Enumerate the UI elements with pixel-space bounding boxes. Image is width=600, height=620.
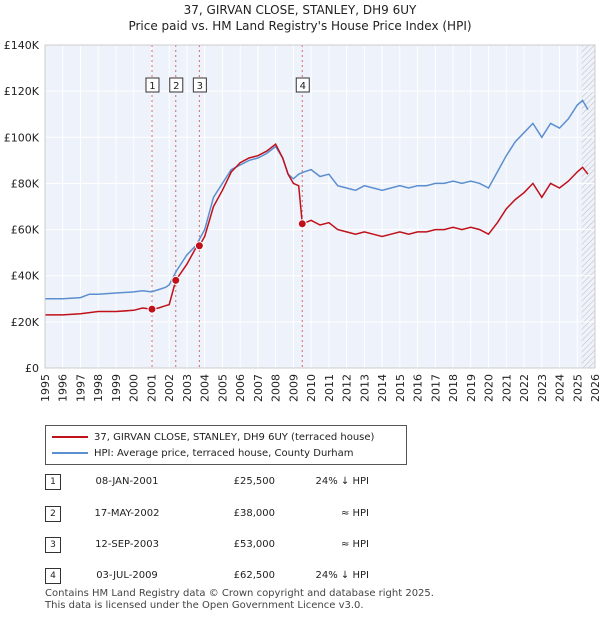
footer-attribution: Contains HM Land Registry data © Crown c… <box>45 588 434 612</box>
sale-point <box>297 219 307 229</box>
chart-title: 37, GIRVAN CLOSE, STANLEY, DH9 6UY <box>183 3 417 17</box>
x-tick-label: 2017 <box>429 374 442 402</box>
x-tick-label: 2003 <box>181 374 194 402</box>
x-tick-label: 2021 <box>500 374 513 402</box>
x-tick-label: 2022 <box>518 374 531 402</box>
x-tick-label: 2004 <box>199 374 212 402</box>
sale-label-number: 2 <box>173 81 179 92</box>
x-tick-label: 2006 <box>234 374 247 402</box>
legend-label-hpi: HPI: Average price, terraced house, Coun… <box>94 447 354 459</box>
y-tick-label: £100K <box>4 131 40 144</box>
sale-label-box <box>145 77 160 93</box>
sale-hpi-comparison: ≈ HPI <box>340 508 369 519</box>
sale-label-number: 3 <box>197 81 203 92</box>
sale-point <box>194 241 204 251</box>
sale-point <box>147 304 157 314</box>
legend-swatch-property <box>52 436 88 438</box>
legend-label-property: 37, GIRVAN CLOSE, STANLEY, DH9 6UY (terr… <box>94 431 375 443</box>
x-tick-label: 2018 <box>447 374 460 402</box>
legend-item-property: 37, GIRVAN CLOSE, STANLEY, DH9 6UY (terr… <box>52 429 374 445</box>
sale-price: £38,000 <box>233 508 275 519</box>
sale-price: £62,500 <box>233 570 275 581</box>
sale-hpi-comparison: 24% ↓ HPI <box>315 476 369 487</box>
x-tick-label: 2009 <box>287 374 300 402</box>
x-tick-label: 2013 <box>358 374 371 402</box>
sale-label-box <box>295 77 310 93</box>
sale-row: 4 03-JUL-2009 £62,500 24% ↓ HPI <box>45 568 385 584</box>
sale-hpi-comparison: 24% ↓ HPI <box>315 570 369 581</box>
x-tick-label: 2005 <box>216 374 229 402</box>
legend-swatch-hpi <box>52 452 88 454</box>
y-tick-label: £40K <box>11 270 40 283</box>
y-tick-label: £120K <box>4 85 40 98</box>
chart-subtitle: Price paid vs. HM Land Registry's House … <box>128 19 472 33</box>
x-tick-label: 2026 <box>589 374 600 402</box>
sale-price: £53,000 <box>233 539 275 550</box>
footer-line-2: This data is licensed under the Open Gov… <box>45 600 364 611</box>
x-tick-label: 1996 <box>57 374 70 402</box>
y-tick-label: £20K <box>11 316 40 329</box>
sale-label-box <box>169 77 184 93</box>
x-tick-label: 2011 <box>323 374 336 402</box>
x-tick-label: 2025 <box>571 374 584 402</box>
x-tick-label: 2000 <box>128 374 141 402</box>
y-tick-label: £140K <box>4 39 40 52</box>
y-tick-label: £80K <box>11 177 40 190</box>
sale-marker-badge: 4 <box>45 568 61 584</box>
sale-label-box <box>192 77 207 93</box>
sale-marker-badge: 2 <box>45 506 61 522</box>
sale-label-number: 4 <box>300 81 306 92</box>
property-series-line <box>45 143 589 316</box>
y-tick-label: £0 <box>25 362 39 375</box>
sale-marker-badge: 1 <box>45 474 61 490</box>
x-tick-label: 1998 <box>92 374 105 402</box>
sale-row: 1 08-JAN-2001 £25,500 24% ↓ HPI <box>45 474 385 490</box>
x-tick-label: 2016 <box>412 374 425 402</box>
y-tick-label: £60K <box>11 224 40 237</box>
legend-item-hpi: HPI: Average price, terraced house, Coun… <box>52 445 353 461</box>
x-tick-label: 1999 <box>110 374 123 402</box>
sale-date: 17-MAY-2002 <box>94 508 160 519</box>
sale-row: 3 12-SEP-2003 £53,000 ≈ HPI <box>45 537 385 553</box>
legend: 37, GIRVAN CLOSE, STANLEY, DH9 6UY (terr… <box>45 425 407 465</box>
x-tick-label: 2023 <box>536 374 549 402</box>
x-tick-label: 1995 <box>39 374 52 402</box>
x-tick-label: 2008 <box>270 374 283 402</box>
sale-date: 12-SEP-2003 <box>95 539 159 550</box>
sale-marker-badge: 3 <box>45 537 61 553</box>
forecast-region <box>581 45 595 368</box>
x-tick-label: 2019 <box>465 374 478 402</box>
sale-point <box>171 275 181 285</box>
sale-label-number: 1 <box>149 81 155 92</box>
price-chart: £0 £20K £40K £60K £80K £100K £120K £140K 1995 199… <box>4 39 600 402</box>
x-tick-label: 2015 <box>394 374 407 402</box>
x-tick-label: 2002 <box>163 374 176 402</box>
plot-frame <box>44 44 596 369</box>
x-tick-label: 2020 <box>483 374 496 402</box>
sale-row: 2 17-MAY-2002 £38,000 ≈ HPI <box>45 506 385 522</box>
x-tick-label: 2014 <box>376 374 389 402</box>
x-tick-label: 1997 <box>74 374 87 402</box>
x-tick-label: 2024 <box>554 374 567 402</box>
footer-line-1: Contains HM Land Registry data © Crown c… <box>45 588 434 599</box>
x-tick-label: 2001 <box>145 374 158 402</box>
plot-area <box>45 45 595 368</box>
sale-price: £25,500 <box>233 476 275 487</box>
sale-date: 08-JAN-2001 <box>95 476 159 487</box>
sale-date: 03-JUL-2009 <box>96 570 158 581</box>
hpi-series-line <box>45 99 589 300</box>
sale-hpi-comparison: ≈ HPI <box>340 539 369 550</box>
x-tick-label: 2010 <box>305 374 318 402</box>
x-tick-label: 2012 <box>341 374 354 402</box>
x-tick-label: 2007 <box>252 374 265 402</box>
